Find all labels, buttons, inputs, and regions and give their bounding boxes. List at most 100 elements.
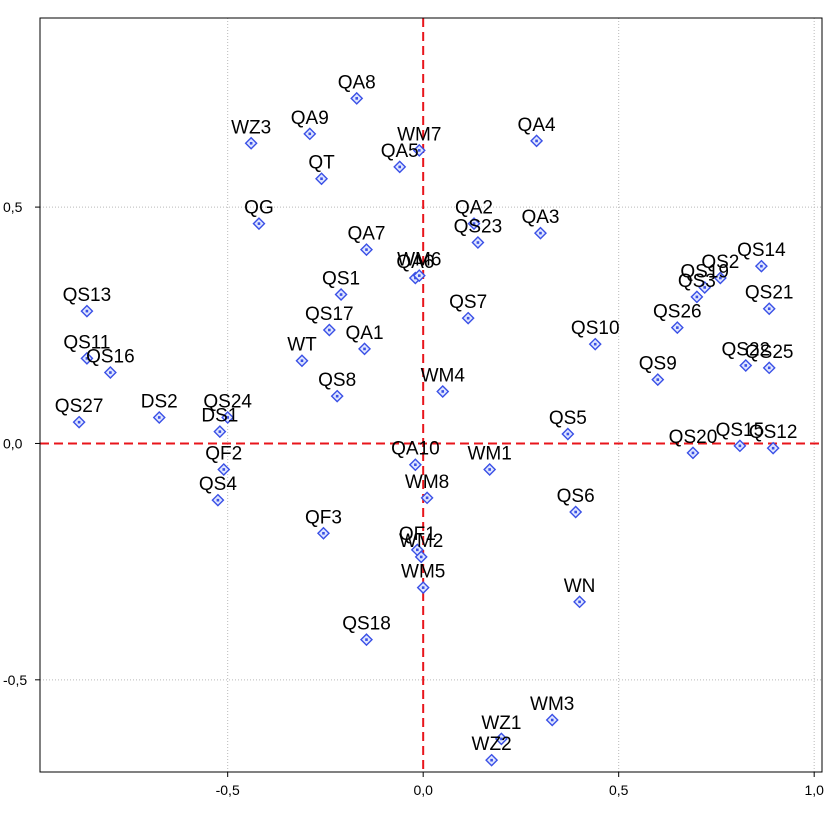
- point-marker-center: [417, 149, 421, 152]
- point-label: QA3: [521, 207, 559, 228]
- x-tick-label: -0,5: [216, 782, 240, 798]
- point-label: QS4: [199, 474, 237, 495]
- point-marker-center: [226, 416, 229, 419]
- point-marker-center: [416, 548, 419, 552]
- point-marker-center: [574, 510, 577, 514]
- point-label: QS2: [701, 252, 739, 273]
- point-marker-center: [719, 276, 722, 280]
- point-marker-center: [109, 371, 112, 374]
- point-marker-center: [488, 468, 491, 471]
- point-label: QS21: [745, 283, 794, 304]
- point-label: QS19: [680, 261, 729, 282]
- point-label: WM7: [397, 124, 441, 145]
- point-marker-center: [539, 231, 542, 235]
- point-label: QS7: [449, 292, 487, 313]
- point-label: WM1: [467, 443, 511, 464]
- x-tick-label: 0,5: [609, 782, 629, 798]
- point-label: QS11: [63, 332, 110, 353]
- point-label: QS22: [721, 339, 770, 360]
- point-label: WZ2: [472, 734, 512, 755]
- point-marker-center: [676, 326, 679, 329]
- y-tick-label: 0,0: [3, 435, 23, 451]
- point-marker-center: [593, 342, 597, 346]
- point-label: QS25: [745, 342, 794, 363]
- point-label: QS5: [549, 408, 587, 429]
- point-marker-center: [218, 430, 222, 433]
- point-label: DS1: [201, 406, 238, 427]
- point-marker-center: [355, 97, 359, 100]
- point-marker-center: [703, 286, 706, 289]
- point-marker-center: [441, 390, 445, 393]
- point-label: WM5: [401, 562, 445, 583]
- point-label: WZ3: [231, 117, 271, 138]
- point-label: WM4: [421, 365, 466, 386]
- point-label: QS27: [55, 396, 104, 417]
- point-label: QA8: [338, 72, 376, 93]
- plot-frame: [39, 17, 823, 773]
- point-marker-center: [85, 309, 89, 313]
- point-marker-center: [419, 555, 423, 559]
- point-marker-center: [157, 416, 161, 419]
- point-label: QS10: [571, 318, 620, 339]
- point-marker-center: [472, 222, 476, 225]
- point-marker-center: [320, 177, 323, 181]
- point-marker-center: [767, 307, 771, 311]
- point-marker-center: [414, 463, 417, 467]
- point-marker-center: [85, 357, 89, 360]
- point-marker-center: [767, 366, 771, 370]
- point-marker-center: [328, 328, 331, 332]
- point-label: QS24: [203, 391, 252, 412]
- point-label: QS18: [342, 614, 391, 635]
- point-marker-center: [578, 600, 581, 604]
- point-marker-center: [425, 496, 429, 500]
- point-label: QS13: [63, 285, 112, 306]
- point-marker-center: [476, 241, 480, 244]
- point-marker-center: [744, 364, 748, 367]
- point-marker-center: [77, 420, 81, 424]
- point-label: QG: [244, 198, 274, 219]
- point-marker-center: [466, 316, 470, 320]
- point-label: QS6: [557, 486, 595, 507]
- point-label: QA6: [396, 252, 434, 273]
- point-label: WM6: [397, 250, 441, 271]
- point-marker-center: [656, 378, 660, 381]
- point-marker-center: [339, 293, 343, 296]
- x-tick-label: 0,0: [413, 782, 433, 798]
- point-marker-center: [322, 531, 325, 535]
- point-label: QF2: [205, 443, 242, 464]
- point-label: QA4: [518, 115, 556, 136]
- point-marker-center: [695, 295, 699, 299]
- point-label: QF1: [399, 524, 436, 545]
- point-marker-center: [365, 248, 368, 251]
- y-tick-label: -0,5: [3, 672, 27, 688]
- point-label: QS3: [678, 271, 716, 292]
- point-marker-center: [490, 758, 493, 762]
- point-label: QS23: [454, 217, 503, 238]
- point-marker-center: [363, 347, 366, 351]
- point-marker-center: [691, 451, 695, 455]
- point-marker-center: [308, 132, 312, 136]
- point-marker-center: [365, 638, 368, 641]
- point-label: WM2: [399, 531, 443, 552]
- point-label: QA7: [347, 224, 385, 245]
- point-label: QS17: [305, 304, 354, 325]
- point-label: QS12: [749, 422, 798, 443]
- point-marker-center: [566, 432, 570, 436]
- point-marker-center: [535, 139, 538, 143]
- point-label: WZ1: [481, 713, 521, 734]
- point-marker-center: [550, 718, 554, 722]
- axis-ticks: -0,5 0,0 0,5 1,0 0,5 0,0 -0,5: [3, 199, 824, 798]
- point-marker-center: [738, 444, 742, 448]
- point-label: QA10: [391, 439, 440, 460]
- point-marker-center: [216, 498, 220, 502]
- point-marker-center: [417, 274, 421, 277]
- point-label: QS16: [86, 347, 135, 368]
- point-label: QA9: [291, 108, 329, 129]
- point-label: QS20: [669, 427, 718, 448]
- point-label: QA2: [455, 198, 493, 219]
- point-label: QS26: [653, 302, 702, 323]
- point-marker-center: [771, 446, 775, 450]
- point-label: QS1: [322, 269, 360, 290]
